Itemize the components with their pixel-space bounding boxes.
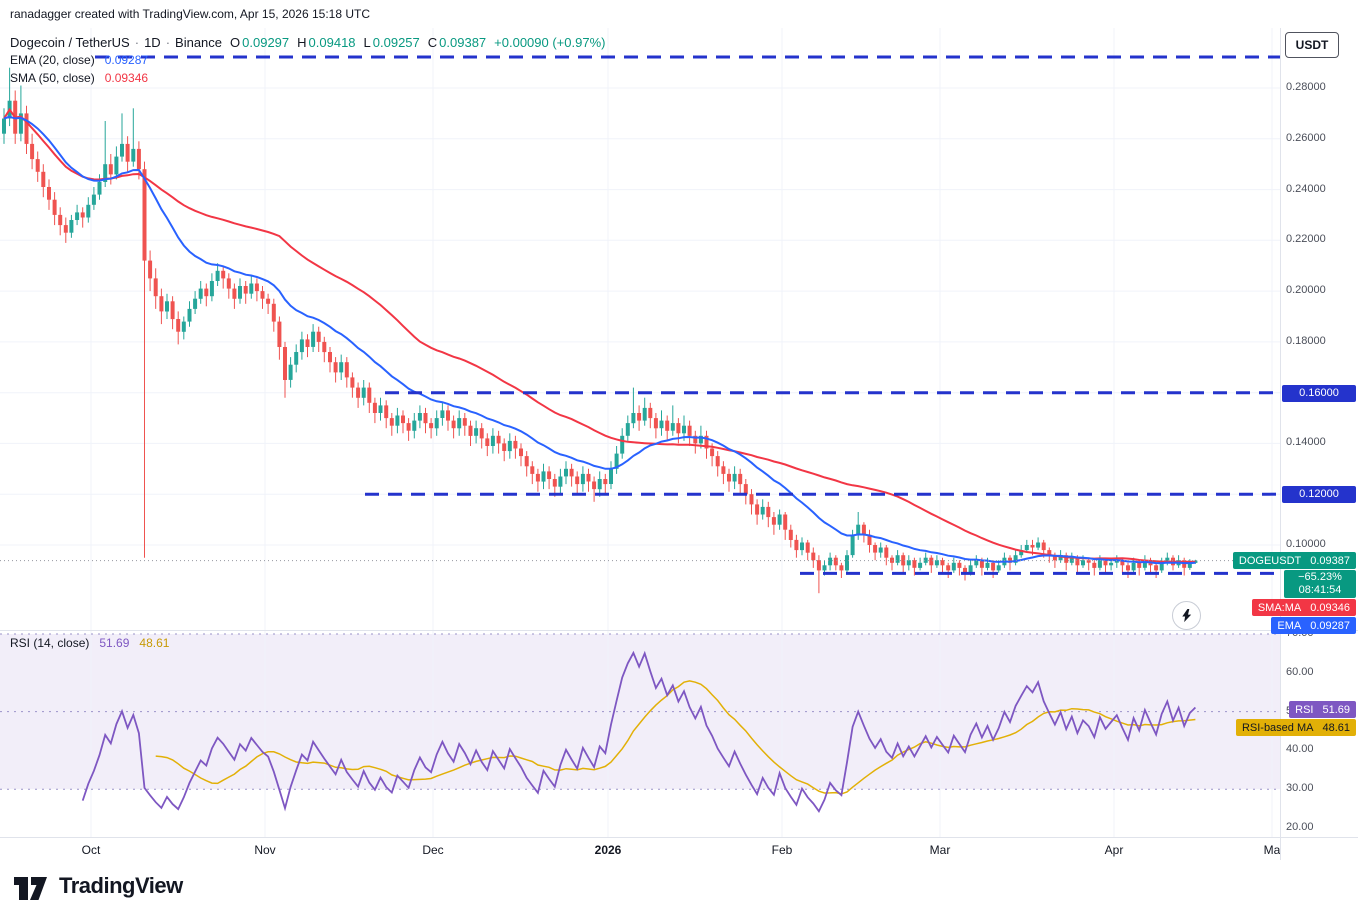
ema-tag: EMA — [1277, 619, 1302, 632]
low-letter: L — [363, 34, 371, 50]
tradingview-mark-icon — [14, 877, 47, 900]
axis-separator — [1280, 28, 1281, 860]
pane-separator[interactable] — [0, 630, 1358, 631]
currency-toggle-button[interactable]: USDT — [1285, 32, 1339, 58]
lightning-icon — [1182, 608, 1192, 623]
ema-legend-row[interactable]: EMA (20, close) 0.09287 — [10, 51, 605, 69]
ema-line — [3, 115, 1196, 565]
sma-tag: SMA:MA — [1257, 601, 1302, 614]
change-value: +0.00090 (+0.97%) — [494, 34, 606, 50]
sma-label: SMA (50, close) — [10, 71, 95, 85]
price-axis-tick: 0.22000 — [1286, 233, 1326, 245]
symbol-legend-row[interactable]: Dogecoin / TetherUS · 1D · Binance O 0.0… — [10, 33, 605, 51]
time-axis-label: Apr — [1104, 843, 1124, 857]
ema-price-value: 0.09287 — [1310, 619, 1350, 632]
legend-separator: · — [165, 34, 171, 50]
grid-lines — [0, 28, 1280, 632]
open-value: 0.09297 — [242, 34, 290, 50]
rsi-ma-axis-label: RSI-based MA 48.61 — [1235, 719, 1356, 736]
rsi-axis-value: 51.69 — [1322, 703, 1350, 716]
sma-price-label: SMA:MA 0.09346 — [1251, 599, 1356, 616]
close-letter: C — [427, 34, 438, 50]
symbol-title: Dogecoin / TetherUS — [10, 34, 130, 50]
rsi-legend[interactable]: RSI (14, close) 51.69 48.61 — [10, 634, 169, 652]
rsi-value: 51.69 — [99, 636, 130, 650]
price-axis-tick: 0.24000 — [1286, 183, 1326, 195]
price-axis-tick: 0.10000 — [1286, 538, 1326, 550]
rsi-ma-axis-value: 48.61 — [1322, 721, 1350, 734]
last-price-symbol: DOGEUSDT — [1238, 554, 1302, 567]
legend-separator: · — [134, 34, 140, 50]
rsi-tag: RSI — [1295, 703, 1314, 716]
high-value: 0.09418 — [308, 34, 356, 50]
ema-label: EMA (20, close) — [10, 53, 95, 67]
exchange-label: Binance — [175, 34, 223, 50]
time-axis-label: Dec — [422, 843, 444, 857]
price-chart-canvas[interactable] — [0, 0, 1280, 632]
price-axis-tick: 0.28000 — [1286, 81, 1326, 93]
time-axis[interactable]: Oct Nov Dec 2026 Feb Mar Apr Ma — [0, 837, 1280, 860]
price-axis-tick: 0.26000 — [1286, 132, 1326, 144]
rsi-ma-value: 48.61 — [139, 636, 170, 650]
quick-trade-button[interactable] — [1172, 601, 1201, 630]
low-value: 0.09257 — [372, 34, 420, 50]
price-level-label: 0.16000 — [1282, 385, 1356, 402]
change-countdown-label: −65.23% 08:41:54 — [1284, 570, 1356, 598]
sma-line — [3, 107, 1196, 563]
tradingview-logo[interactable]: TradingView — [14, 872, 183, 900]
price-axis-tick: 0.14000 — [1286, 436, 1326, 448]
last-price-label: DOGEUSDT 0.09387 — [1232, 552, 1356, 569]
rsi-line — [81, 650, 1197, 814]
rsi-ma-tag: RSI-based MA — [1241, 721, 1314, 734]
ema-price-label: EMA 0.09287 — [1271, 617, 1356, 634]
price-axis-tick: 0.20000 — [1286, 284, 1326, 296]
sma-legend-row[interactable]: SMA (50, close) 0.09346 — [10, 69, 605, 87]
rsi-axis-tick: 30.00 — [1286, 782, 1314, 794]
candles — [2, 67, 1198, 594]
interval-label: 1D — [144, 34, 161, 50]
main-legend: Dogecoin / TetherUS · 1D · Binance O 0.0… — [10, 33, 605, 87]
time-axis-label: Oct — [81, 843, 101, 857]
rsi-label: RSI (14, close) — [10, 636, 90, 650]
time-axis-separator — [0, 837, 1358, 838]
rsi-axis-tick: 60.00 — [1286, 666, 1314, 678]
rsi-axis-label: RSI 51.69 — [1289, 701, 1356, 718]
rsi-band — [0, 634, 1280, 790]
high-letter: H — [297, 34, 307, 50]
bar-countdown: 08:41:54 — [1298, 584, 1342, 596]
support-resistance-lines[interactable] — [95, 55, 1280, 575]
open-letter: O — [230, 34, 241, 50]
time-axis-label: Mar — [929, 843, 951, 857]
rsi-chart-canvas[interactable] — [0, 632, 1280, 837]
last-price-value: 0.09387 — [1310, 554, 1350, 567]
price-level-label: 0.12000 — [1282, 486, 1356, 503]
ema-value: 0.09287 — [104, 53, 149, 67]
time-axis-label: Ma — [1263, 843, 1280, 857]
time-axis-label: 2026 — [594, 843, 622, 857]
attribution-text: ranadagger created with TradingView.com,… — [10, 7, 370, 21]
rsi-axis-tick: 20.00 — [1286, 821, 1314, 833]
price-axis-tick: 0.18000 — [1286, 335, 1326, 347]
sma-price-value: 0.09346 — [1310, 601, 1350, 614]
close-value: 0.09387 — [439, 34, 487, 50]
rsi-axis-tick: 40.00 — [1286, 743, 1314, 755]
sma-value: 0.09346 — [104, 71, 149, 85]
brand-wordmark: TradingView — [59, 873, 183, 898]
time-axis-label: Nov — [254, 843, 276, 857]
change-percent: −65.23% — [1298, 571, 1342, 583]
time-axis-label: Feb — [771, 843, 793, 857]
